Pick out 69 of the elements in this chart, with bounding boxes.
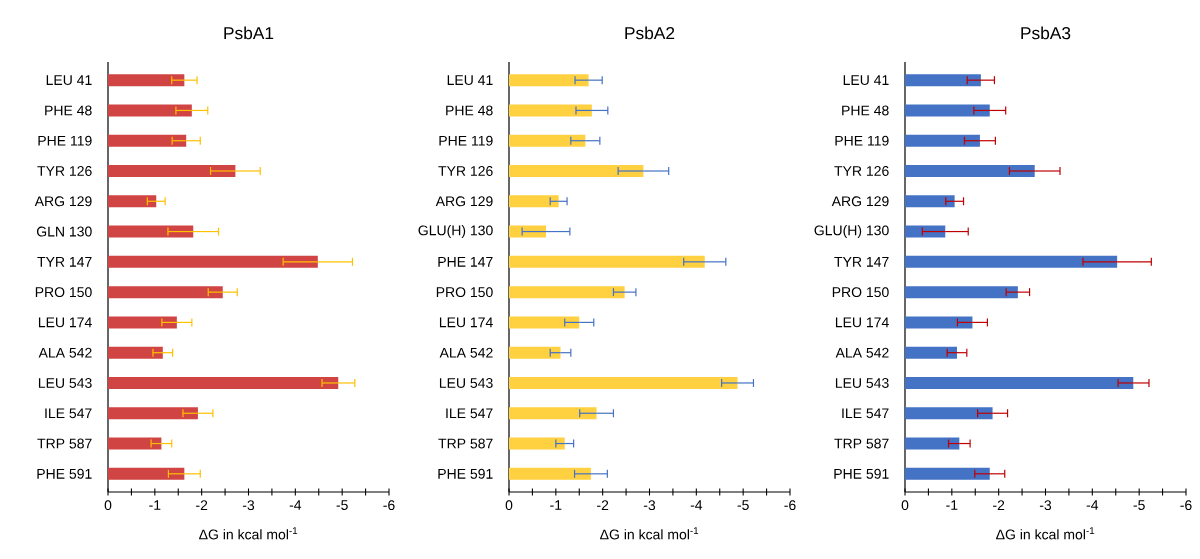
y-tick-label: PHE 119 bbox=[439, 135, 493, 146]
y-tick-label: PHE 591 bbox=[438, 468, 493, 479]
y-tick-label: LEU 174 bbox=[38, 317, 92, 328]
x-tick-label: 0 bbox=[104, 500, 112, 511]
y-tick-label: ALA 542 bbox=[439, 347, 493, 358]
y-tick-label: PHE 119 bbox=[38, 135, 92, 146]
y-tick-label: LEU 543 bbox=[38, 378, 92, 388]
y-tick-label: PRO 150 bbox=[436, 287, 493, 298]
y-tick-label: TYR 147 bbox=[834, 257, 889, 267]
y-tick-label: PHE 119 bbox=[835, 135, 889, 146]
y-tick-label: ALA 542 bbox=[835, 347, 889, 358]
x-tick-label: -1 bbox=[550, 500, 562, 510]
x-tick-label: -6 bbox=[784, 500, 796, 511]
x-tick-label: -6 bbox=[1180, 500, 1192, 511]
x-tick-label: -2 bbox=[993, 500, 1005, 510]
y-tick-label: PHE 48 bbox=[842, 105, 889, 116]
y-tick-label: TRP 587 bbox=[37, 438, 92, 449]
x-tick-label: -3 bbox=[242, 500, 255, 511]
y-tick-label: TYR 126 bbox=[37, 166, 92, 176]
x-tick-label: -5 bbox=[336, 500, 348, 510]
y-tick-label: LEU 543 bbox=[439, 378, 493, 388]
x-tick-label: -6 bbox=[383, 500, 395, 511]
y-tick-label: TRP 587 bbox=[834, 438, 889, 449]
y-tick-label: LEU 543 bbox=[835, 378, 889, 388]
y-tick-label: LEU 41 bbox=[447, 75, 493, 86]
y-tick-label: PHE 147 bbox=[438, 257, 493, 267]
y-tick-label: PRO 150 bbox=[35, 287, 92, 298]
y-tick-label: ARG 129 bbox=[831, 196, 889, 207]
y-tick-label: LEU 41 bbox=[843, 75, 889, 86]
x-tick-label: -2 bbox=[196, 500, 208, 510]
x-tick-label: -4 bbox=[690, 500, 703, 510]
y-tick-label: PHE 591 bbox=[37, 468, 92, 479]
x-axis-title: ΔG in kcal mol$^{-1}$ bbox=[996, 527, 1095, 540]
y-tick-label: PRO 150 bbox=[832, 287, 889, 298]
x-tick-label: -4 bbox=[289, 500, 302, 510]
y-tick-label: PHE 48 bbox=[446, 105, 493, 116]
y-tick-label: ALA 542 bbox=[38, 347, 92, 358]
y-tick-label: ILE 547 bbox=[45, 408, 92, 419]
y-tick-label: GLN 130 bbox=[36, 226, 92, 237]
x-tick-label: -1 bbox=[946, 500, 958, 510]
y-tick-label: ILE 547 bbox=[446, 408, 493, 419]
y-tick-label: ARG 129 bbox=[34, 196, 92, 207]
x-tick-label: -2 bbox=[597, 500, 609, 510]
y-tick-label: TYR 126 bbox=[834, 166, 889, 176]
x-tick-label: -5 bbox=[1133, 500, 1145, 510]
chart-title: PsbA3 bbox=[1021, 26, 1071, 40]
y-tick-label: GLU(H) 130 bbox=[418, 225, 493, 239]
x-tick-label: 0 bbox=[901, 500, 909, 511]
x-axis-title: ΔG in kcal mol$^{-1}$ bbox=[600, 527, 699, 540]
x-tick-label: -3 bbox=[1039, 500, 1052, 511]
x-tick-label: 0 bbox=[505, 500, 513, 511]
y-tick-label: LEU 174 bbox=[439, 317, 493, 328]
y-tick-label: TYR 147 bbox=[37, 257, 92, 267]
x-tick-label: -4 bbox=[1086, 500, 1099, 510]
y-tick-label: ARG 129 bbox=[435, 196, 493, 207]
y-tick-label: PHE 48 bbox=[45, 105, 92, 116]
chart-title: PsbA1 bbox=[224, 26, 274, 40]
x-tick-label: -1 bbox=[149, 500, 161, 510]
y-tick-label: ILE 547 bbox=[842, 408, 889, 419]
y-tick-label: TYR 126 bbox=[438, 166, 493, 176]
y-tick-label: LEU 41 bbox=[46, 75, 92, 86]
y-tick-label: PHE 591 bbox=[834, 468, 889, 479]
chart-title: PsbA2 bbox=[625, 26, 675, 40]
x-tick-label: -5 bbox=[737, 500, 749, 510]
y-tick-label: LEU 174 bbox=[835, 317, 889, 328]
y-tick-label: TRP 587 bbox=[438, 438, 493, 449]
x-tick-label: -3 bbox=[643, 500, 656, 511]
y-tick-label: GLU(H) 130 bbox=[814, 225, 889, 239]
x-axis-title: ΔG in kcal mol$^{-1}$ bbox=[199, 527, 298, 540]
